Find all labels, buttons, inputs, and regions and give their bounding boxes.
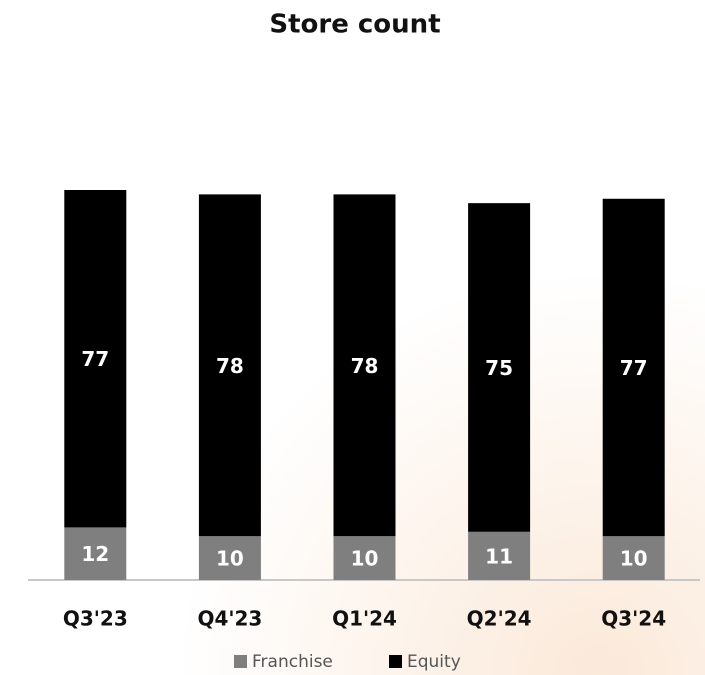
chart-title: Store count	[269, 10, 440, 40]
legend-swatch	[389, 655, 402, 668]
value-label: 78	[216, 354, 244, 378]
legend-label: Franchise	[252, 652, 333, 672]
value-label: 78	[351, 354, 379, 378]
bar-segment	[198, 536, 261, 580]
value-label: 11	[485, 544, 513, 568]
bar-segment	[602, 536, 665, 580]
x-tick-label: Q2'24	[467, 607, 532, 631]
x-tick-label: Q3'23	[63, 607, 128, 631]
x-tick-label: Q4'23	[197, 607, 262, 631]
bar-segment	[333, 536, 396, 580]
value-label: 10	[216, 547, 244, 571]
legend-label: Equity	[407, 652, 461, 672]
x-tick-label: Q1'24	[332, 607, 397, 631]
value-label: 75	[485, 356, 513, 380]
x-tick-label: Q3'24	[601, 607, 666, 631]
bar-segment	[602, 198, 665, 537]
value-label: 77	[620, 356, 648, 380]
value-label: 10	[351, 547, 379, 571]
value-label: 10	[620, 547, 648, 571]
bar-segment	[468, 203, 531, 532]
bar-segment	[64, 527, 127, 580]
bar-segment	[198, 194, 261, 537]
bar-segment	[64, 190, 127, 528]
bar-segment	[333, 194, 396, 537]
value-label: 12	[81, 542, 109, 566]
value-label: 77	[81, 347, 109, 371]
legend-swatch	[234, 655, 247, 668]
bar-segment	[468, 531, 531, 580]
